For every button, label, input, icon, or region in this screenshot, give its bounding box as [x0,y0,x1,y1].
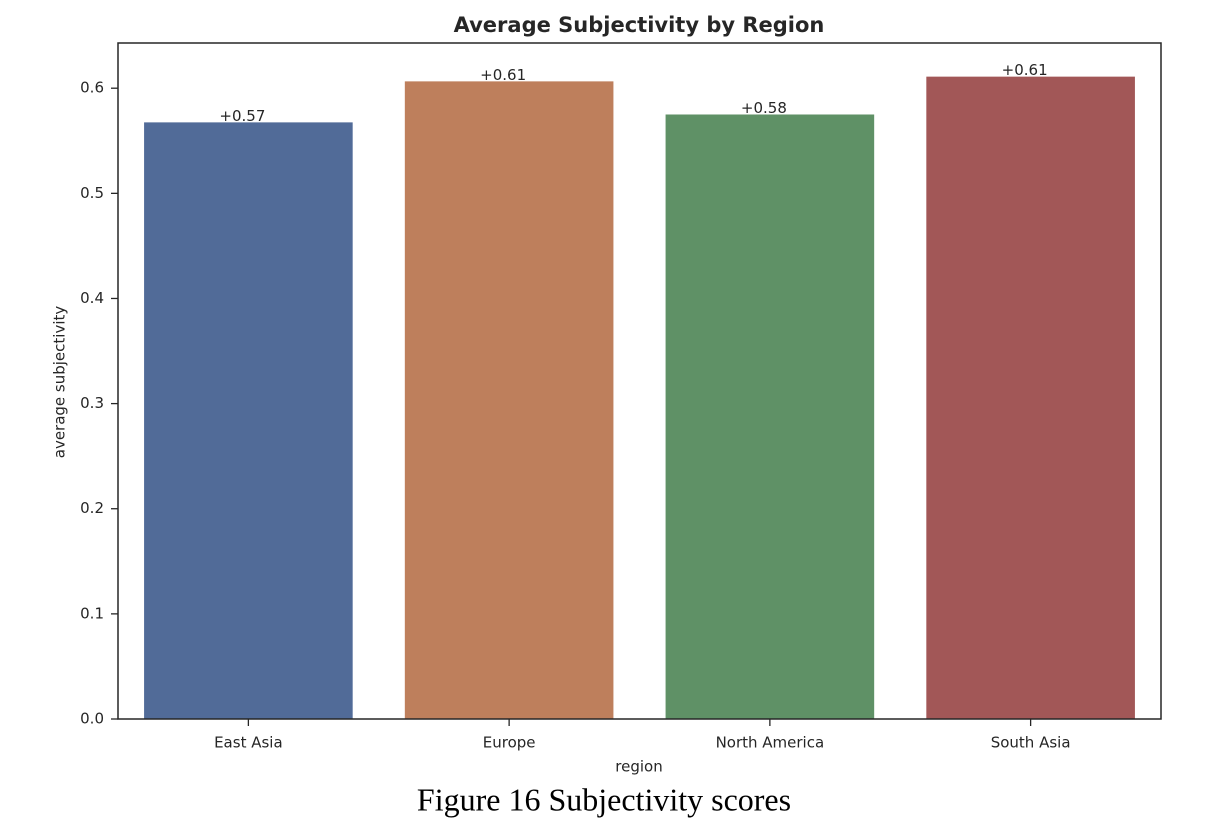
y-tick-label: 0.3 [80,394,104,412]
y-tick-label: 0.6 [80,79,104,97]
bar [144,122,353,719]
x-tick-label: North America [716,734,825,752]
y-tick-label: 0.2 [80,499,104,517]
y-tick-label: 0.1 [80,604,104,622]
value-label: +0.61 [480,66,526,84]
x-tick-label: Europe [483,734,536,752]
value-label: +0.61 [1002,61,1048,79]
x-tick-label: South Asia [991,734,1071,752]
value-label: +0.58 [741,99,787,117]
y-tick-label: 0.4 [80,289,104,307]
bar [665,114,875,720]
x-tick-label: East Asia [214,734,283,752]
value-label: +0.57 [219,107,265,125]
y-axis-label: average subjectivity [51,306,69,459]
bar [926,76,1135,719]
bar [404,81,614,720]
chart-title: Average Subjectivity by Region [454,13,825,37]
y-tick-label: 0.0 [80,710,104,728]
caption: Figure 16 Subjectivity scores [417,781,791,817]
x-axis-label: region [615,758,662,776]
y-tick-label: 0.5 [80,184,104,202]
plot-frame [117,42,1162,720]
